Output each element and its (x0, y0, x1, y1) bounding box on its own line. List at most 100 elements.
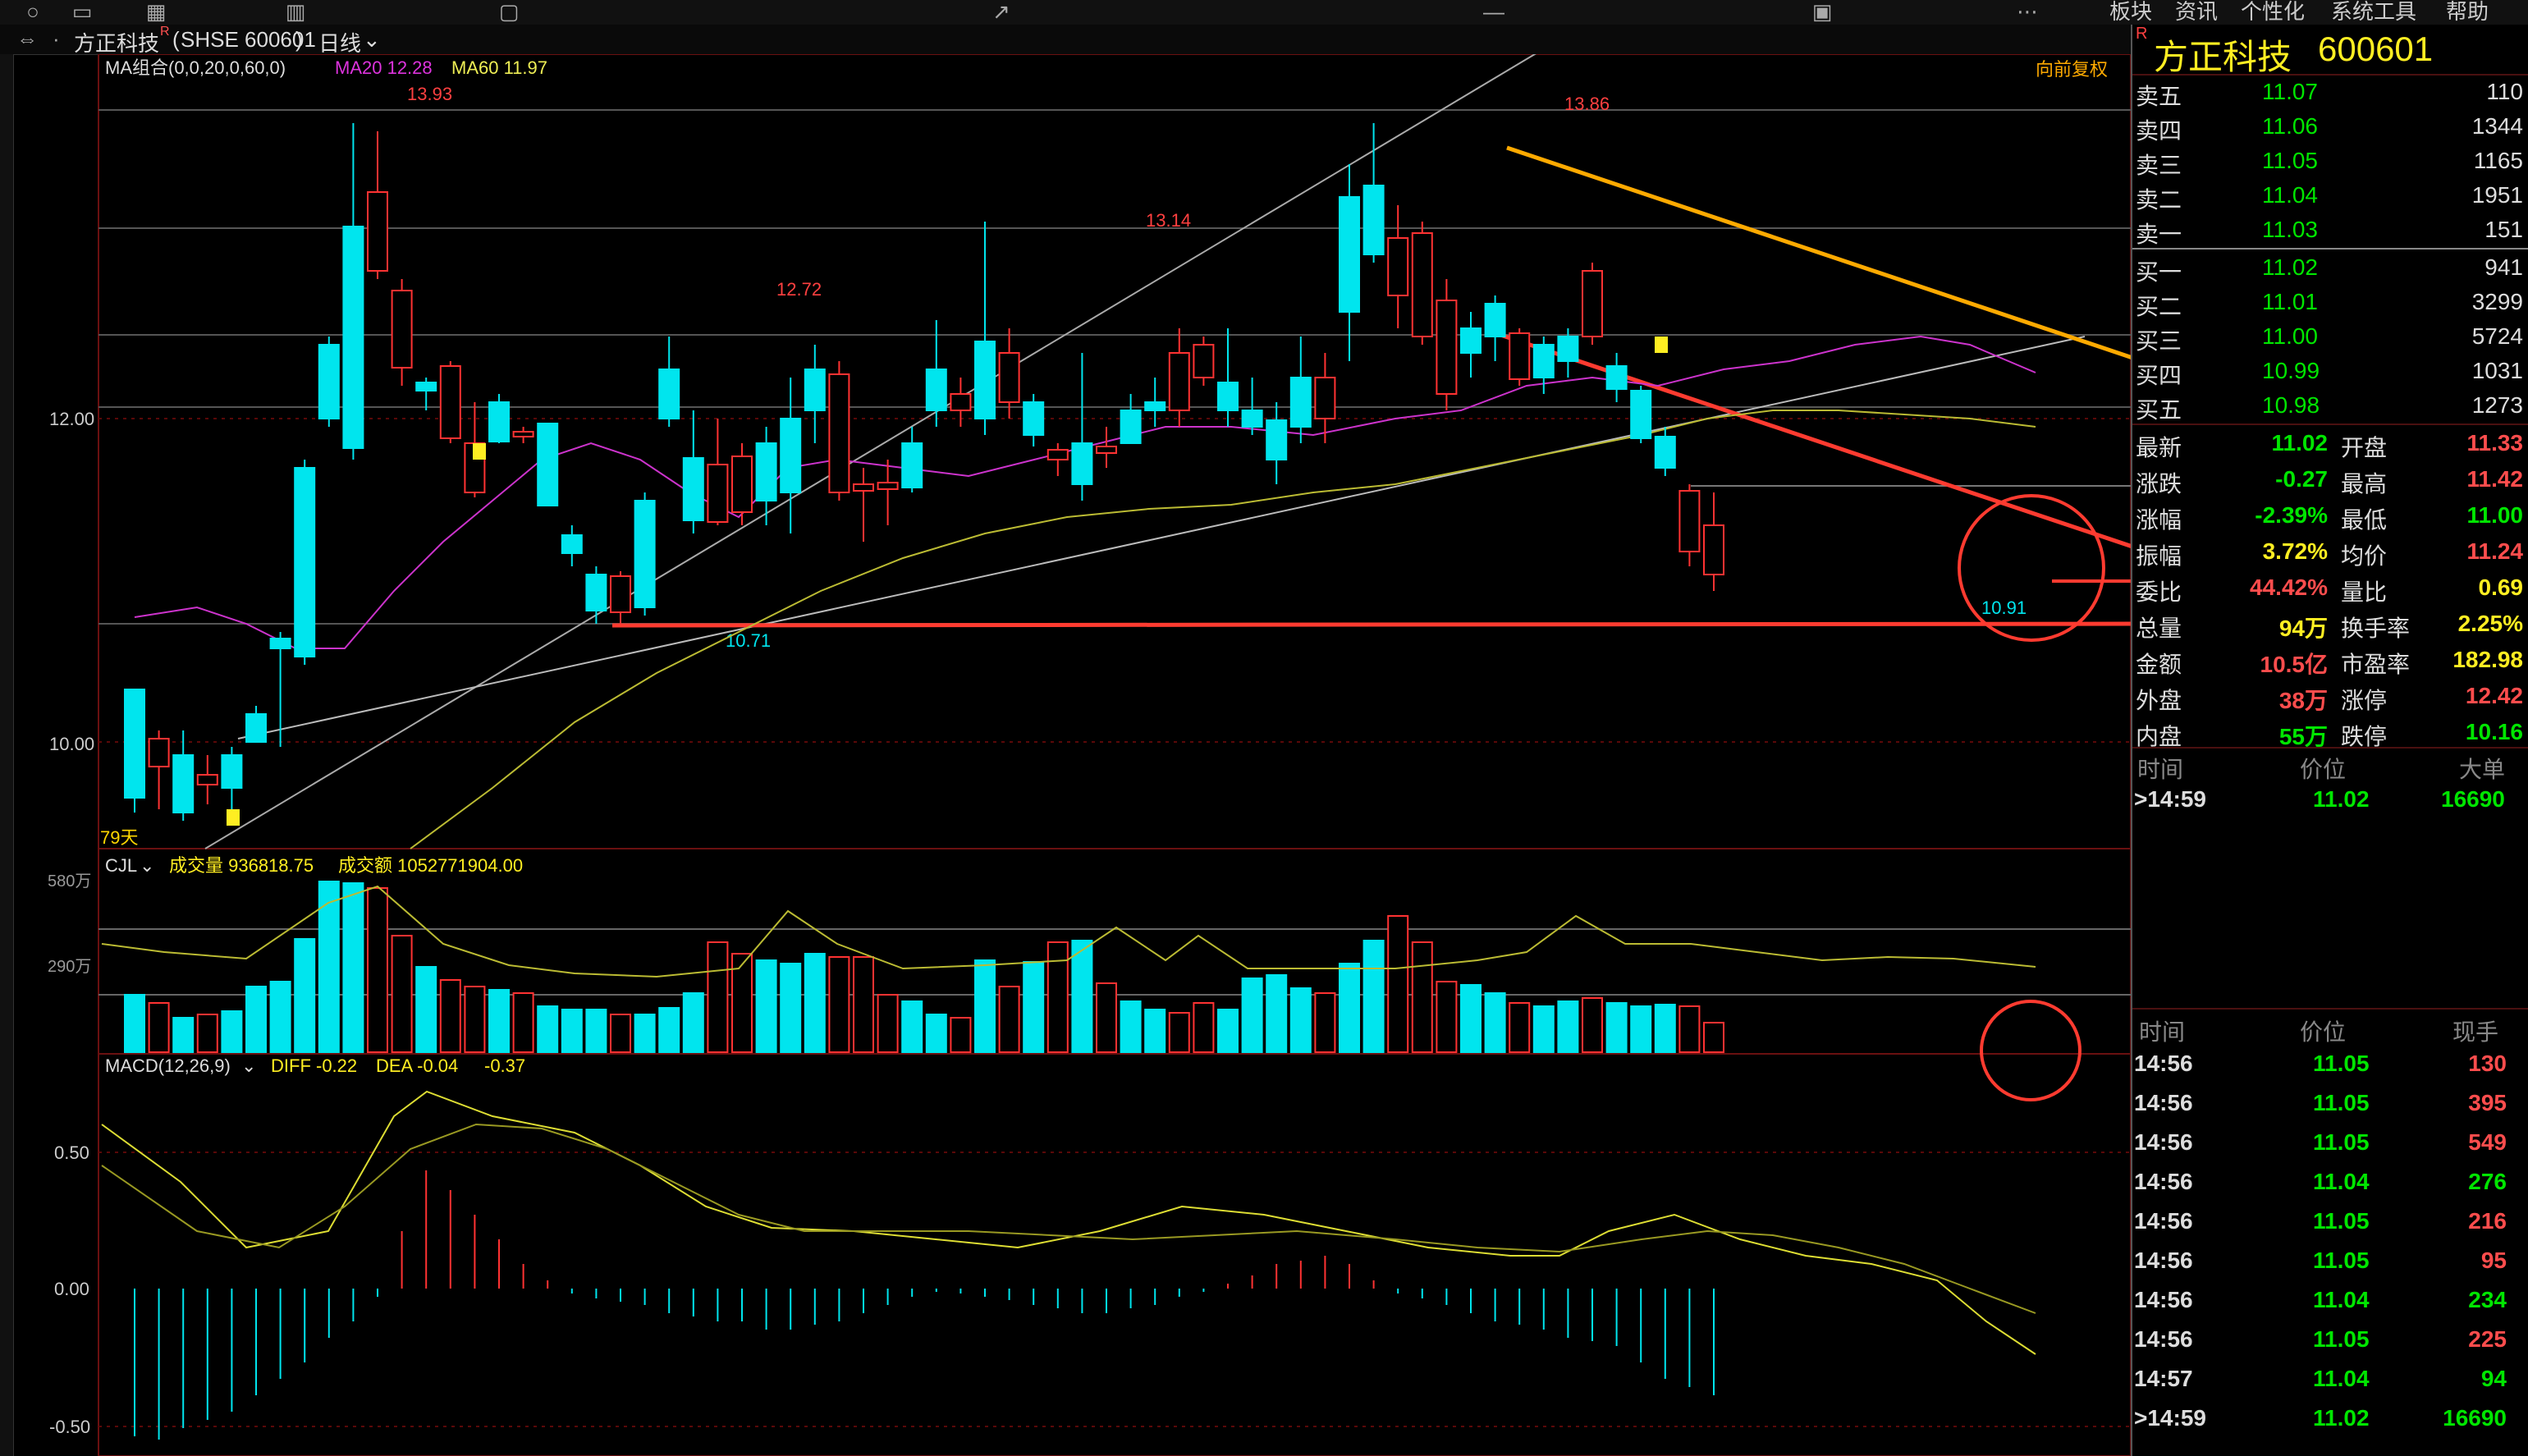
candle-body (755, 442, 777, 501)
window-icon[interactable]: ▢ (498, 0, 520, 24)
chart-icon[interactable]: ▭ (71, 0, 93, 24)
menu-item[interactable]: 个性化 (2241, 0, 2306, 24)
bars-icon[interactable]: ▥ (285, 0, 306, 24)
stat-row[interactable]: 总量 94万 换手率 2.25% (2132, 607, 2528, 642)
candle-body (1314, 377, 1336, 419)
box-icon[interactable]: ▣ (1811, 0, 1833, 24)
macd-dotted-grid (98, 1152, 2131, 1427)
tick-row[interactable]: 14:56 11.05 216 (2132, 1205, 2528, 1239)
dea-value: DEA -0.04 (376, 1055, 458, 1076)
trend-line (237, 336, 2086, 739)
note-icon[interactable] (473, 443, 486, 460)
chevron-down-icon[interactable]: ⌄ (363, 27, 381, 52)
tick-row[interactable]: 14:56 11.05 549 (2132, 1126, 2528, 1161)
volume-bar (512, 992, 534, 1053)
level-label: 买四 (2136, 363, 2182, 388)
candle-body (585, 574, 607, 611)
menu-item[interactable]: 系统工具 (2331, 0, 2417, 24)
red-trend-line (1490, 329, 2131, 548)
link-icon[interactable]: ⇔ (16, 26, 38, 51)
stat-value: 0.69 (2478, 575, 2524, 600)
line-icon[interactable]: — (1483, 0, 1504, 24)
volume-bar (804, 953, 826, 1053)
candle-body (1023, 401, 1045, 436)
tick-volume: 16690 (2443, 1405, 2507, 1431)
grid-icon[interactable]: ▦ (145, 0, 167, 24)
sell-level-row[interactable]: 卖一 11.03 151 (2132, 213, 2528, 248)
stat-value: -0.27 (2275, 466, 2328, 492)
note-icon[interactable] (227, 809, 240, 826)
tick-row[interactable]: 14:56 11.05 225 (2132, 1323, 2528, 1358)
chart-area[interactable]: 12.00 10.00 580万 290万 0.50 0.00 -0.50 MA… (0, 54, 2131, 1456)
candle-body (610, 575, 631, 613)
tick-row[interactable]: 14:56 11.05 95 (2132, 1244, 2528, 1279)
stat-row[interactable]: 振幅 3.72% 均价 11.24 (2132, 535, 2528, 570)
stat-row[interactable]: 最新 11.02 开盘 11.33 (2132, 427, 2528, 461)
chevron-down-icon[interactable]: ⌄ (241, 1055, 256, 1076)
note-icon[interactable] (1655, 337, 1668, 353)
tick-row[interactable]: 14:56 11.05 395 (2132, 1087, 2528, 1121)
tick-row[interactable]: 14:56 11.04 276 (2132, 1165, 2528, 1200)
tick-price: 11.05 (2313, 1090, 2370, 1115)
sell-level-row[interactable]: 卖五 11.07 110 (2132, 76, 2528, 110)
circle-icon[interactable]: ○ (26, 0, 39, 24)
candle-body (294, 467, 316, 657)
candle-body (1144, 401, 1166, 411)
ma-indicator-name[interactable]: MA组合(0,0,20,0,60,0) (105, 57, 286, 78)
left-sidebar[interactable] (0, 54, 14, 1456)
buy-level-row[interactable]: 买五 10.98 1273 (2132, 389, 2528, 424)
sell-level-row[interactable]: 卖三 11.05 1165 (2132, 144, 2528, 179)
menu-item[interactable]: 帮助 (2446, 0, 2489, 24)
candle-body (1605, 365, 1628, 390)
menu-item[interactable]: 资讯 (2175, 0, 2219, 24)
more-icon[interactable]: ⋯ (2017, 0, 2038, 24)
tick-time: 14:56 (2134, 1208, 2193, 1234)
tick-row[interactable]: >14:59 11.02 16690 (2132, 1402, 2528, 1436)
volume-bar (391, 935, 413, 1053)
level-price: 11.01 (2262, 289, 2318, 314)
buy-level-row[interactable]: 买三 11.00 5724 (2132, 320, 2528, 355)
tick-row[interactable]: 14:56 11.05 130 (2132, 1047, 2528, 1082)
menu-item[interactable]: 板块 (2109, 0, 2153, 24)
stat-row[interactable]: 涨幅 -2.39% 最低 11.00 (2132, 499, 2528, 533)
adjust-label[interactable]: 向前复权 (2036, 59, 2108, 80)
volume-bar (415, 966, 437, 1053)
volume-bar (901, 1000, 923, 1053)
volume-bar (1484, 992, 1506, 1053)
stat-row[interactable]: 金额 10.5亿 市盈率 182.98 (2132, 643, 2528, 678)
candle-body (1387, 237, 1409, 296)
bigorder-row[interactable]: >14:59 11.02 16690 (2134, 786, 2505, 812)
tick-time: 14:57 (2134, 1366, 2193, 1391)
ma60-value: MA60 11.97 (451, 57, 547, 78)
buy-level-row[interactable]: 买二 11.01 3299 (2132, 286, 2528, 320)
candle-body (828, 373, 850, 493)
buy-level-row[interactable]: 买四 10.99 1031 (2132, 355, 2528, 389)
ticks-header: 时间 价位 现手 (2139, 1019, 2499, 1045)
macd-indicator-name[interactable]: MACD(12,26,9) (105, 1055, 231, 1076)
period-select[interactable]: 日线 (318, 31, 362, 56)
tick-row[interactable]: 14:57 11.04 94 (2132, 1362, 2528, 1397)
stat-row[interactable]: 委比 44.42% 量比 0.69 (2132, 571, 2528, 606)
chevron-down-icon[interactable]: ⌄ (140, 855, 154, 876)
level-price: 10.99 (2262, 358, 2320, 383)
candle-body (974, 341, 996, 419)
candle-body (901, 442, 923, 488)
buy-level-row[interactable]: 买一 11.02 941 (2132, 251, 2528, 286)
arrow-icon[interactable]: ↗ (992, 0, 1010, 24)
candle-body (853, 483, 874, 492)
tick-row[interactable]: 14:56 11.04 234 (2132, 1284, 2528, 1318)
stat-row[interactable]: 内盘 55万 跌停 10.16 (2132, 716, 2528, 750)
stat-row[interactable]: 涨跌 -0.27 最高 11.42 (2132, 463, 2528, 497)
sell-level-row[interactable]: 卖四 11.06 1344 (2132, 110, 2528, 144)
tick-time: 14:56 (2134, 1326, 2193, 1352)
volume-indicator-name[interactable]: CJL (105, 855, 137, 876)
yellow-trend-line (1506, 145, 2131, 359)
candle-body (1411, 232, 1433, 337)
stat-value: 11.42 (2466, 466, 2523, 492)
stat-row[interactable]: 外盘 38万 涨停 12.42 (2132, 680, 2528, 714)
price-axis-label: 12.00 (49, 409, 94, 429)
sell-level-row[interactable]: 卖二 11.04 1951 (2132, 179, 2528, 213)
candle-body (245, 713, 267, 743)
tick-volume: 216 (2468, 1208, 2507, 1234)
trend-line (204, 54, 1536, 849)
